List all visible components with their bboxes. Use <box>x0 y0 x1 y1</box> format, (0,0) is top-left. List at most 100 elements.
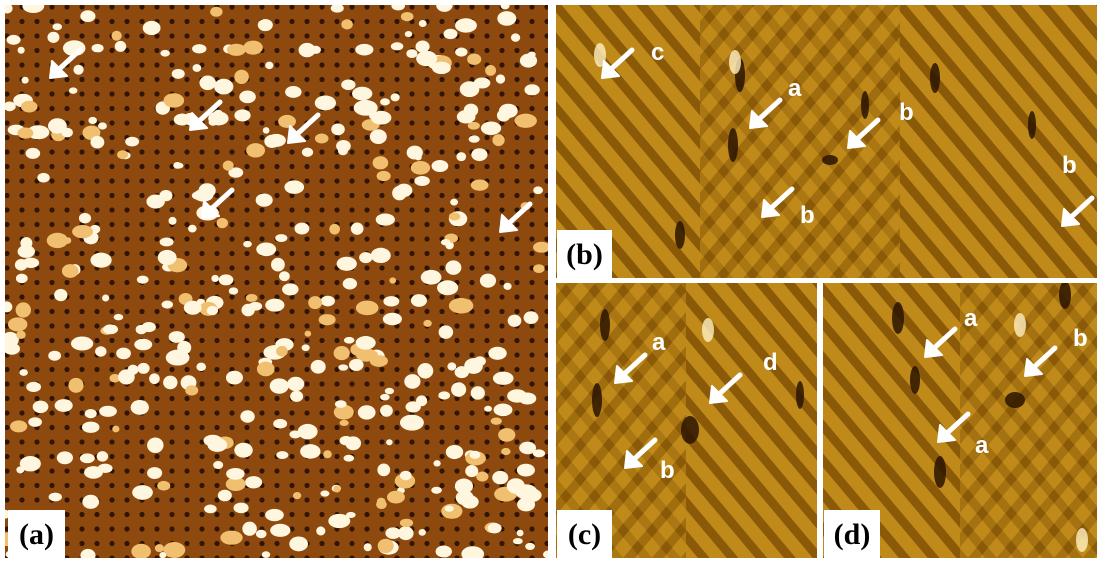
island <box>208 111 228 125</box>
panel-label: (a) <box>19 518 54 551</box>
island <box>278 115 296 128</box>
island <box>71 337 93 351</box>
island <box>293 492 301 499</box>
island <box>441 504 462 519</box>
island <box>234 109 250 121</box>
island <box>218 490 232 502</box>
island <box>460 496 468 503</box>
island <box>172 69 185 79</box>
island <box>419 20 427 27</box>
island <box>446 445 463 459</box>
island <box>290 391 303 402</box>
island <box>311 360 326 374</box>
island <box>155 544 164 552</box>
island <box>338 147 348 156</box>
island <box>515 114 537 128</box>
island <box>72 225 93 238</box>
island <box>400 415 424 431</box>
island <box>344 455 355 462</box>
island <box>142 322 156 332</box>
island <box>80 453 95 463</box>
island <box>455 366 469 378</box>
bright-spot <box>702 318 714 342</box>
island <box>289 536 308 551</box>
island <box>214 79 233 95</box>
island <box>118 369 135 384</box>
island <box>484 406 492 412</box>
annotation-label: b <box>800 202 815 229</box>
island <box>492 471 508 484</box>
island <box>289 430 301 438</box>
island <box>211 275 219 282</box>
annotation-label: b <box>1073 325 1088 352</box>
defect <box>1005 392 1025 408</box>
island <box>411 161 430 175</box>
island <box>481 121 501 135</box>
annotation-label: a <box>788 75 802 102</box>
island <box>159 552 166 558</box>
island <box>48 351 61 361</box>
island <box>163 376 177 390</box>
island <box>217 218 228 228</box>
island <box>131 400 149 415</box>
island <box>276 346 288 357</box>
island <box>400 519 413 527</box>
island <box>184 301 202 315</box>
island <box>242 522 257 536</box>
island <box>69 87 77 94</box>
island <box>265 299 284 312</box>
island <box>513 538 523 544</box>
annotation-label: b <box>899 99 914 126</box>
defect <box>861 91 869 119</box>
island <box>345 436 361 450</box>
island <box>226 371 243 385</box>
island <box>80 10 95 22</box>
panel-label: (c) <box>568 518 601 551</box>
island <box>315 134 329 144</box>
island <box>316 526 325 535</box>
annotation-label: c <box>651 39 664 66</box>
island <box>416 41 430 53</box>
island <box>115 41 126 52</box>
island <box>192 64 201 72</box>
island <box>177 341 191 354</box>
island <box>227 44 246 56</box>
island <box>416 395 427 406</box>
island <box>406 49 417 58</box>
island <box>437 280 458 295</box>
island <box>28 417 42 427</box>
island <box>438 391 450 399</box>
island <box>391 1 405 10</box>
island <box>149 373 160 384</box>
island <box>432 62 451 74</box>
bright-spot <box>1014 313 1026 337</box>
island <box>389 277 396 283</box>
island <box>305 331 312 337</box>
island <box>276 451 288 459</box>
island <box>160 237 174 246</box>
island <box>185 385 198 395</box>
island <box>243 241 252 247</box>
island <box>23 258 40 268</box>
island <box>10 420 27 432</box>
island <box>64 237 71 244</box>
island <box>338 364 348 370</box>
island <box>21 77 28 84</box>
island <box>321 296 335 307</box>
island <box>192 44 206 53</box>
island <box>447 362 456 370</box>
island <box>204 505 217 514</box>
island <box>456 152 466 161</box>
island <box>234 503 249 514</box>
island <box>328 514 350 528</box>
island <box>20 237 32 249</box>
island <box>320 490 329 496</box>
island <box>498 428 515 442</box>
island <box>234 443 252 458</box>
island <box>196 363 206 371</box>
island <box>376 500 387 509</box>
defect <box>930 63 940 93</box>
island <box>55 399 73 412</box>
island <box>298 424 318 439</box>
island <box>54 289 67 301</box>
